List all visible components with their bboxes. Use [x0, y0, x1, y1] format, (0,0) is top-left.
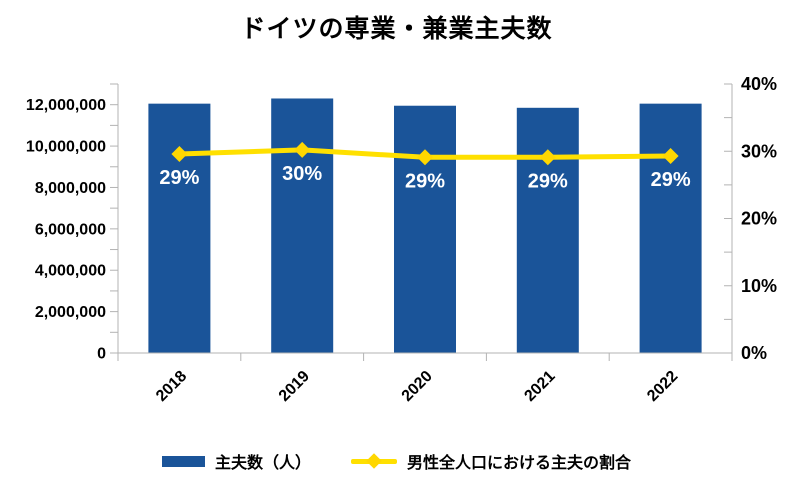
- bar-2020: [394, 105, 456, 353]
- data-label-2018: 29%: [159, 167, 199, 189]
- line-marker-2021: [539, 149, 556, 166]
- left-axis-label: 2,000,000: [35, 304, 106, 321]
- data-label-2019: 30%: [282, 163, 322, 185]
- left-axis-label: 0: [97, 346, 106, 363]
- right-axis-label: 30%: [741, 141, 777, 161]
- legend-bar-swatch-icon: [161, 455, 205, 467]
- legend-line-label: 男性全人口における主夫の割合: [407, 455, 632, 472]
- line-marker-2022: [662, 147, 679, 164]
- chart-title: ドイツの専業・兼業主夫数: [240, 15, 553, 43]
- legend-item-bars: 主夫数（人）: [161, 449, 311, 473]
- data-label-2022: 29%: [651, 169, 691, 191]
- bar-2018: [148, 103, 211, 354]
- data-label-2021: 29%: [528, 170, 568, 192]
- bar-2022: [639, 103, 702, 354]
- x-label-2018: 2018: [153, 368, 190, 405]
- left-axis-label: 10,000,000: [26, 139, 106, 156]
- x-label-2020: 2020: [399, 368, 436, 405]
- data-label-2020: 29%: [405, 170, 445, 192]
- left-axis-label: 8,000,000: [35, 180, 106, 197]
- line-marker-2019: [294, 141, 311, 158]
- left-axis-label: 4,000,000: [35, 263, 106, 280]
- left-axis-label: 6,000,000: [35, 221, 106, 238]
- left-axis-label: 12,000,000: [26, 97, 106, 114]
- bar-2021: [516, 107, 579, 354]
- right-axis-label: 10%: [741, 276, 777, 296]
- right-axis-label: 40%: [741, 74, 777, 94]
- line-marker-2018: [171, 145, 188, 162]
- legend-line-swatch-icon: [351, 453, 397, 469]
- legend: 主夫数（人） 男性全人口における主夫の割合: [0, 449, 793, 473]
- legend-bar-label: 主夫数（人）: [214, 455, 311, 472]
- line-marker-2020: [417, 149, 433, 166]
- bar-2019: [271, 98, 334, 353]
- x-label-2022: 2022: [644, 368, 681, 405]
- right-axis-label: 0%: [741, 343, 767, 363]
- legend-item-line: 男性全人口における主夫の割合: [351, 449, 631, 473]
- x-label-2021: 2021: [521, 368, 558, 405]
- x-label-2019: 2019: [276, 368, 313, 405]
- legend-diamond-icon: [366, 453, 382, 469]
- right-axis-label: 20%: [741, 209, 777, 229]
